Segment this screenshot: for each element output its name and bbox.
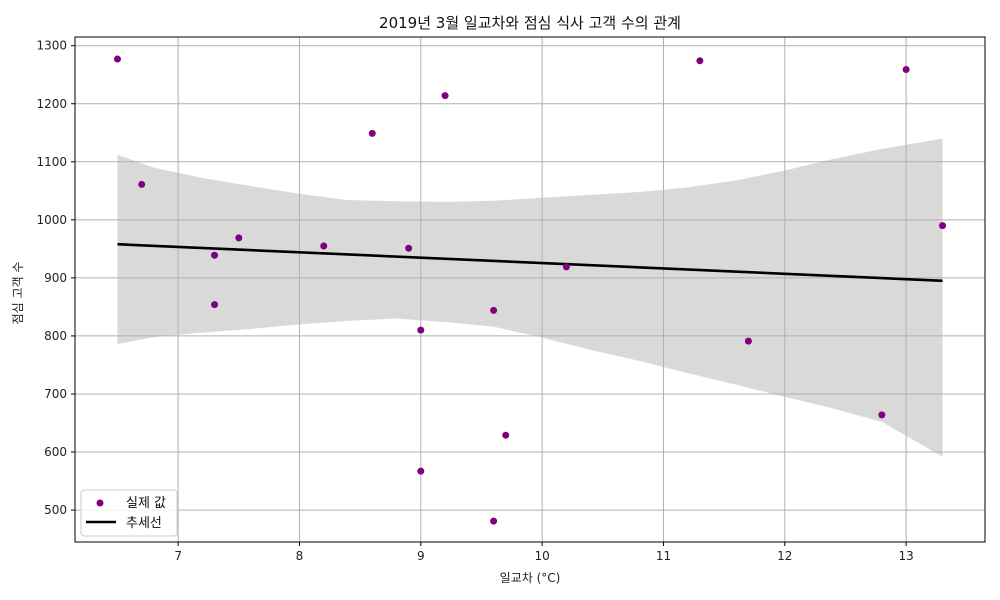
legend: 실제 값 추세선	[80, 489, 178, 537]
x-tick-label: 8	[296, 549, 304, 563]
y-axis-title: 점심 고객 수	[11, 262, 25, 325]
data-point	[562, 263, 570, 271]
data-point	[744, 337, 752, 345]
legend-label-actual: 실제 값	[126, 496, 166, 511]
data-point	[405, 244, 413, 252]
y-tick-label: 1100	[36, 155, 67, 169]
y-tick-label: 1000	[36, 213, 67, 227]
data-point	[490, 306, 498, 314]
y-tick-label: 500	[44, 503, 67, 517]
data-point	[939, 222, 947, 230]
x-tick-label: 7	[174, 549, 182, 563]
grid-layer	[75, 37, 985, 542]
data-point	[138, 180, 146, 188]
x-tick-label: 13	[898, 549, 913, 563]
data-point	[417, 467, 425, 475]
data-point	[368, 129, 376, 137]
data-point	[113, 55, 121, 63]
axis-ticks-layer: 7 8 9 10 11 12 13 500 600 700 800 900 1000 1100 1200 13…	[36, 39, 913, 563]
y-tick-label: 1200	[36, 97, 67, 111]
data-point	[502, 431, 510, 439]
data-point	[441, 92, 449, 100]
x-tick-label: 10	[534, 549, 549, 563]
data-point	[211, 301, 219, 309]
y-tick-label: 1300	[36, 39, 67, 53]
legend-label-trend: 추세선	[126, 516, 162, 531]
chart-title: 2019년 3월 일교차와 점심 식사 고객 수의 관계	[379, 14, 681, 32]
confidence-band	[117, 138, 943, 457]
data-point	[490, 517, 498, 525]
x-tick-label: 12	[777, 549, 792, 563]
y-tick-label: 800	[44, 329, 67, 343]
y-tick-label: 600	[44, 445, 67, 459]
data-point	[235, 234, 243, 242]
x-axis-title: 일교차 (°C)	[500, 571, 561, 585]
data-point	[417, 326, 425, 334]
x-tick-label: 11	[656, 549, 671, 563]
data-point	[211, 251, 219, 259]
confidence-band-layer	[117, 138, 943, 457]
y-tick-label: 700	[44, 387, 67, 401]
data-point	[878, 411, 886, 419]
data-points-layer	[113, 55, 947, 525]
data-point	[902, 66, 910, 74]
x-tick-label: 9	[417, 549, 425, 563]
legend-scatter-marker	[96, 499, 104, 507]
data-point	[320, 242, 328, 250]
y-tick-label: 900	[44, 271, 67, 285]
plot-frame	[74, 36, 986, 543]
trend-line-layer	[117, 242, 943, 283]
trend-line	[117, 242, 943, 283]
data-point	[696, 57, 704, 65]
legend-box	[80, 489, 178, 537]
